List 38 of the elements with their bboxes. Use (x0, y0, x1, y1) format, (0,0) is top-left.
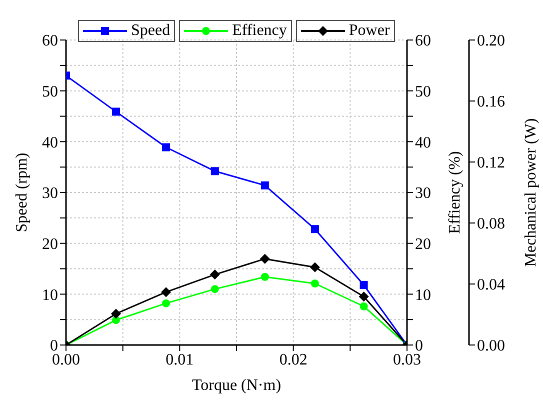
point (112, 108, 120, 116)
y2-tick-label: 60 (415, 32, 431, 50)
y-tick-label: 50 (42, 84, 58, 101)
y2-tick-label: 20 (415, 236, 431, 254)
y2-tick-label: 10 (415, 286, 431, 304)
y-tick-label: 10 (42, 286, 58, 304)
y2-tick-label: 40 (415, 134, 431, 152)
point (210, 285, 219, 294)
x-tick-label: 0.01 (166, 351, 194, 368)
y2-tick-label: 30 (415, 185, 431, 202)
y3-axis-title: Mechanical power (W) (522, 118, 540, 267)
y3-tick-label: 0.16 (477, 94, 505, 111)
point (210, 167, 219, 176)
legend-label: Speed (131, 22, 170, 40)
y3-tick-label: 0.04 (477, 276, 505, 294)
y3-tick-label: 0.08 (477, 216, 505, 233)
y-tick-label: 30 (42, 185, 58, 202)
y3-tick-label: 0.00 (477, 338, 505, 355)
y-tick-label: 20 (42, 236, 58, 254)
point (310, 225, 319, 234)
y-tick-label: 60 (42, 32, 58, 50)
point (310, 279, 319, 288)
y3-tick-label: 0.20 (477, 32, 505, 50)
y-axis-title: Speed (rpm) (14, 152, 31, 232)
point (260, 272, 269, 281)
y2-tick-label: 50 (415, 84, 431, 101)
legend-label: Effiency (232, 22, 287, 40)
legend-label: Power (348, 22, 390, 40)
point (260, 181, 269, 190)
point (162, 299, 170, 308)
y2-axis-title: Effiency (%) (446, 151, 464, 234)
x-axis-title: Torque (N·m) (192, 377, 282, 394)
point (162, 143, 170, 152)
x-tick-label: 0.02 (279, 351, 308, 368)
point (360, 281, 368, 290)
point (360, 302, 368, 310)
y3-tick-label: 0.12 (477, 154, 505, 172)
y-tick-label: 40 (42, 134, 58, 152)
